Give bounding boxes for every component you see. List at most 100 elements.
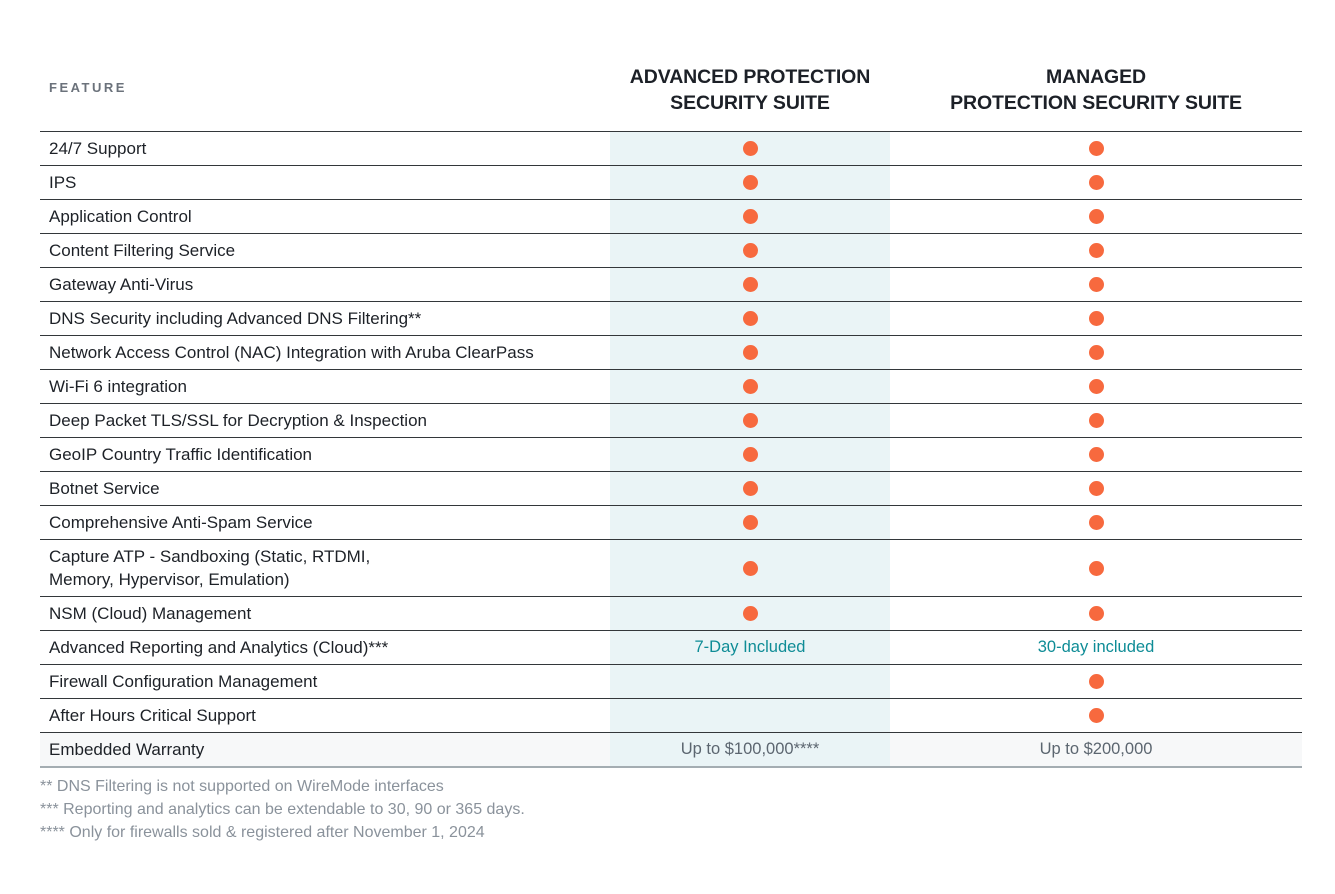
included-dot-icon: [1088, 674, 1104, 689]
feature-name: IPS: [49, 173, 77, 192]
managed-value-cell: [890, 506, 1302, 539]
managed-value-cell: [890, 540, 1302, 596]
managed-value-cell: [890, 597, 1302, 630]
included-dot-icon: [742, 413, 758, 428]
included-dot-icon: [1088, 560, 1104, 576]
included-dot-icon: [1088, 141, 1104, 156]
table-row: Botnet Service: [40, 471, 1302, 505]
footnote: ** DNS Filtering is not supported on Wir…: [40, 778, 444, 795]
feature-name: Firewall Configuration Management: [49, 672, 318, 691]
included-dot-icon: [1088, 413, 1104, 428]
table-row: Capture ATP - Sandboxing (Static, RTDMI,…: [40, 539, 1302, 596]
included-dot-icon: [1088, 606, 1104, 621]
feature-name: GeoIP Country Traffic Identification: [49, 445, 313, 464]
feature-name: Application Control: [49, 207, 192, 226]
footnotes: ** DNS Filtering is not supported on Wir…: [40, 775, 1302, 844]
managed-value-cell: [890, 665, 1302, 698]
managed-value-cell: [890, 404, 1302, 437]
included-dot-icon: [742, 243, 758, 258]
included-dot-icon: [1088, 311, 1104, 326]
comparison-table: FEATURE ADVANCED PROTECTION SECURITY SUI…: [40, 0, 1302, 844]
advanced-value-cell: [610, 268, 890, 301]
managed-value-cell: [890, 200, 1302, 233]
managed-value-cell: [890, 438, 1302, 471]
included-dot-icon: [742, 277, 758, 292]
table-row: GeoIP Country Traffic Identification: [40, 437, 1302, 471]
footnote: *** Reporting and analytics can be exten…: [40, 801, 525, 818]
advanced-value-cell: [610, 370, 890, 403]
included-dot-icon: [742, 379, 758, 394]
advanced-value-cell: [610, 166, 890, 199]
advanced-value-cell: 7-Day Included: [610, 631, 890, 664]
advanced-value-cell: [610, 302, 890, 335]
feature-name: Embedded Warranty: [40, 733, 610, 766]
included-dot-icon: [742, 606, 758, 621]
advanced-value-cell: [610, 234, 890, 267]
advanced-value-cell: [610, 699, 890, 732]
managed-value-cell: [890, 336, 1302, 369]
column-header-advanced-line2: SECURITY SUITE: [670, 92, 830, 114]
table-row: Application Control: [40, 199, 1302, 233]
table-header-row: FEATURE ADVANCED PROTECTION SECURITY SUI…: [40, 0, 1302, 131]
advanced-value-cell: [610, 336, 890, 369]
included-dot-icon: [1088, 243, 1104, 258]
advanced-value-cell: [610, 597, 890, 630]
column-header-managed-line2: PROTECTION SECURITY SUITE: [950, 92, 1242, 114]
managed-value-cell: [890, 370, 1302, 403]
feature-name: After Hours Critical Support: [49, 706, 256, 725]
managed-value-cell: Up to $200,000: [890, 733, 1302, 766]
advanced-value-cell: [610, 404, 890, 437]
table-body: 24/7 Support IPS Application Control Conten…: [40, 131, 1302, 768]
advanced-value-cell: [610, 200, 890, 233]
advanced-value-cell: [610, 472, 890, 505]
included-dot-icon: [742, 175, 758, 190]
included-dot-icon: [742, 515, 758, 530]
included-dot-icon: [1088, 447, 1104, 462]
feature-name: 24/7 Support: [49, 139, 147, 158]
included-dot-icon: [1088, 708, 1104, 723]
feature-name: Content Filtering Service: [49, 241, 236, 260]
included-dot-icon: [742, 447, 758, 462]
included-dot-icon: [1088, 515, 1104, 530]
table-row: Comprehensive Anti-Spam Service: [40, 505, 1302, 539]
table-row: Content Filtering Service: [40, 233, 1302, 267]
managed-value-cell: [890, 166, 1302, 199]
managed-value-cell: [890, 234, 1302, 267]
managed-value-cell: [890, 268, 1302, 301]
column-header-managed: MANAGED PROTECTION SECURITY SUITE: [890, 64, 1302, 116]
included-dot-icon: [1088, 277, 1104, 292]
included-dot-icon: [742, 345, 758, 360]
advanced-value-cell: [610, 132, 890, 165]
included-dot-icon: [1088, 175, 1104, 190]
advanced-value-cell: [610, 665, 890, 698]
feature-name: DNS Security including Advanced DNS Filt…: [49, 309, 422, 328]
managed-value-cell: [890, 472, 1302, 505]
included-dot-icon: [742, 311, 758, 326]
table-row: Embedded Warranty Up to $100,000**** Up to…: [40, 732, 1302, 766]
footnote: **** Only for firewalls sold & registere…: [40, 824, 485, 841]
feature-name: Botnet Service: [49, 479, 160, 498]
managed-value-cell: 30-day included: [1037, 638, 1155, 656]
table-row: NSM (Cloud) Management: [40, 596, 1302, 630]
included-dot-icon: [742, 209, 758, 224]
advanced-value-cell: [610, 540, 890, 596]
column-header-managed-line1: MANAGED: [1045, 66, 1147, 88]
table-row: Wi-Fi 6 integration: [40, 369, 1302, 403]
feature-name: Wi-Fi 6 integration: [49, 377, 187, 396]
feature-name: Deep Packet TLS/SSL for Decryption & Ins…: [49, 411, 427, 430]
table-row: IPS: [40, 165, 1302, 199]
table-row: After Hours Critical Support: [40, 698, 1302, 732]
included-dot-icon: [742, 560, 758, 576]
column-header-advanced: ADVANCED PROTECTION SECURITY SUITE: [610, 64, 890, 116]
table-row: 24/7 Support: [40, 131, 1302, 165]
advanced-value-cell: Up to $100,000****: [610, 733, 890, 766]
managed-value-cell: [890, 302, 1302, 335]
included-dot-icon: [1088, 345, 1104, 360]
table-row: DNS Security including Advanced DNS Filt…: [40, 301, 1302, 335]
included-dot-icon: [1088, 209, 1104, 224]
feature-column-header: FEATURE: [49, 80, 127, 95]
table-row: Gateway Anti-Virus: [40, 267, 1302, 301]
included-dot-icon: [1088, 379, 1104, 394]
advanced-value-cell: [610, 506, 890, 539]
